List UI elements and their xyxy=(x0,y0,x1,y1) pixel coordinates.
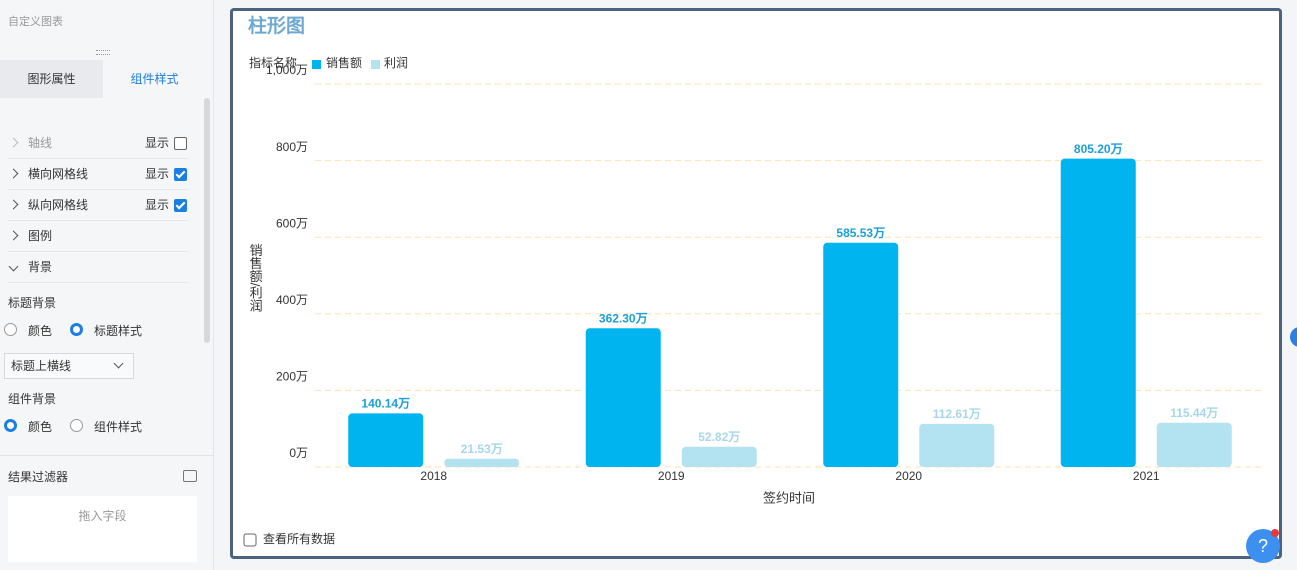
bar xyxy=(585,328,661,467)
group-label: 标题背景 xyxy=(8,296,57,310)
radio[interactable] xyxy=(70,323,83,336)
bar xyxy=(1156,422,1232,467)
setting-row[interactable]: 横向网格线 显示 xyxy=(8,159,188,190)
radio[interactable] xyxy=(4,419,17,432)
y-tick-label: 400万 xyxy=(276,293,308,307)
side-handle[interactable] xyxy=(1290,327,1297,347)
y-tick-label: 600万 xyxy=(276,216,308,230)
setting-label: 背景 xyxy=(28,260,53,274)
group-label: 组件背景 xyxy=(8,392,57,406)
drop-zone[interactable]: 拖入字段 xyxy=(8,496,197,562)
x-tick-label: 2020 xyxy=(895,469,922,483)
radio[interactable] xyxy=(70,419,83,432)
checkbox[interactable] xyxy=(174,199,187,212)
chart-title: 柱形图 xyxy=(248,14,305,37)
value-label: 585.53万 xyxy=(836,226,885,240)
bar xyxy=(681,446,757,467)
scrollbar[interactable] xyxy=(204,98,210,343)
y-tick-label: 800万 xyxy=(276,140,308,154)
toggle-label: 显示 xyxy=(145,167,170,181)
x-tick-label: 2021 xyxy=(1133,469,1160,483)
y-tick-label: 200万 xyxy=(276,370,308,384)
setting-label: 图例 xyxy=(28,229,53,243)
bar xyxy=(444,458,520,467)
toggle-label: 显示 xyxy=(145,136,170,150)
drop-placeholder: 拖入字段 xyxy=(78,509,127,523)
radio[interactable] xyxy=(4,323,17,336)
setting-label: 轴线 xyxy=(28,136,53,150)
filter-title: 结果过滤器 xyxy=(8,470,69,484)
setting-label: 横向网格线 xyxy=(28,167,89,181)
legend-swatch xyxy=(371,60,380,69)
bar xyxy=(348,413,424,467)
legend-label: 销售额 xyxy=(326,55,362,70)
view-all-checkbox[interactable] xyxy=(243,533,257,547)
value-label: 140.14万 xyxy=(361,396,410,410)
bar xyxy=(919,423,995,467)
toggle-label: 显示 xyxy=(145,198,170,212)
value-label: 115.44万 xyxy=(1170,406,1218,420)
value-label: 52.82万 xyxy=(698,430,740,444)
legend-title: 指标名称 xyxy=(249,55,297,70)
legend-label: 利润 xyxy=(384,56,408,70)
checkbox[interactable] xyxy=(174,137,187,150)
tabs: 图形属性 组件样式 xyxy=(0,60,206,98)
help-badge xyxy=(1271,529,1279,537)
legend-swatch xyxy=(312,60,321,69)
bar xyxy=(823,242,899,467)
value-label: 362.30万 xyxy=(599,311,648,325)
sidebar: 自定义图表 图形属性 组件样式 轴线 显示 横向网格线 显示 纵向网格线 显示 图例 背景 标题背… xyxy=(0,0,214,570)
x-axis-label: 签约时间 xyxy=(763,490,815,505)
y-tick-label: 0万 xyxy=(289,446,308,460)
settings: 轴线 显示 横向网格线 显示 纵向网格线 显示 图例 背景 标题背景 颜色 标题样式 标题上横线 组件背… xyxy=(0,0,206,455)
value-label: 21.53万 xyxy=(461,442,503,456)
setting-label: 纵向网格线 xyxy=(28,198,89,212)
help-button[interactable] xyxy=(1246,529,1280,563)
setting-row[interactable]: 背景 xyxy=(8,252,188,283)
y-axis-label: 销售额/利润 xyxy=(248,244,263,313)
tab[interactable]: 图形属性 xyxy=(0,60,103,98)
help-text[interactable]: ? xyxy=(1258,536,1268,556)
value-label: 112.61万 xyxy=(933,407,981,421)
x-tick-label: 2018 xyxy=(420,469,447,483)
value-label: 805.20万 xyxy=(1074,142,1123,156)
radio-label[interactable]: 组件样式 xyxy=(94,420,143,434)
filter-icon[interactable] xyxy=(183,470,197,482)
dropdown-value: 标题上横线 xyxy=(11,359,72,373)
radio-label[interactable]: 标题样式 xyxy=(94,324,143,338)
dropdown[interactable]: 标题上横线 xyxy=(4,353,134,379)
radio-label[interactable]: 颜色 xyxy=(28,420,53,434)
setting-row[interactable]: 纵向网格线 显示 xyxy=(8,190,188,221)
divider xyxy=(0,455,213,456)
y-tick-label: 1,000万 xyxy=(266,63,308,77)
sidebar-title: 自定义图表 xyxy=(8,16,63,28)
view-all-label[interactable]: 查看所有数据 xyxy=(263,531,335,546)
setting-row[interactable]: 图例 xyxy=(8,221,188,252)
bar xyxy=(1060,158,1136,467)
drag-handle[interactable] xyxy=(96,50,110,55)
tab[interactable]: 组件样式 xyxy=(103,60,206,98)
checkbox[interactable] xyxy=(174,168,187,181)
setting-row[interactable]: 轴线 显示 xyxy=(8,128,188,159)
x-tick-label: 2019 xyxy=(658,469,685,483)
radio-label[interactable]: 颜色 xyxy=(28,324,53,338)
